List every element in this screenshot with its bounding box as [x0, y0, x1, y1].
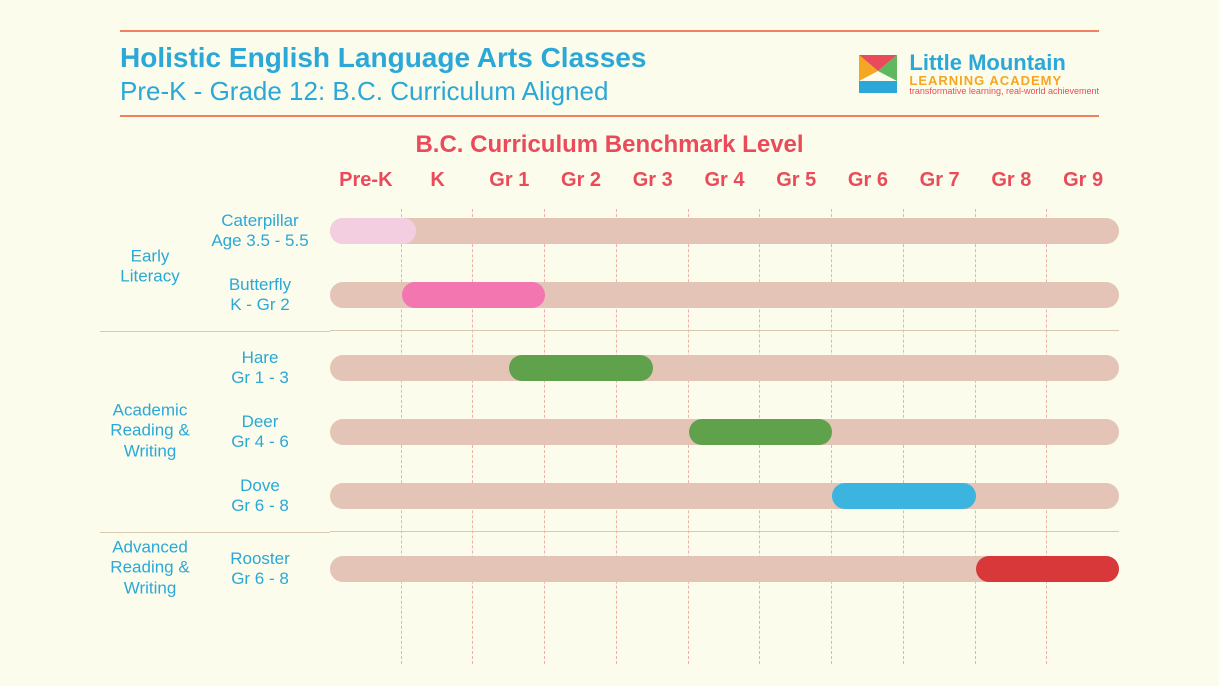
- row-name: Deer: [200, 412, 320, 432]
- page-title: Holistic English Language Arts Classes: [120, 40, 646, 75]
- axis-tick: Gr 7: [904, 169, 976, 192]
- row-sub: Gr 6 - 8: [200, 496, 320, 516]
- row-sub: Gr 4 - 6: [200, 432, 320, 452]
- row-sub: Gr 1 - 3: [200, 368, 320, 388]
- logo-mark-icon: [855, 51, 901, 97]
- row-track: [330, 419, 1119, 445]
- row-bar: [402, 282, 545, 308]
- chart-row: CaterpillarAge 3.5 - 5.5: [330, 204, 1119, 258]
- row-name: Hare: [200, 348, 320, 368]
- chart-row: DeerGr 4 - 6: [330, 405, 1119, 459]
- row-track: [330, 556, 1119, 582]
- chart-row: ButterflyK - Gr 2: [330, 268, 1119, 322]
- row-bar: [689, 419, 832, 445]
- axis-tick: Gr 9: [1047, 169, 1119, 192]
- row-track: [330, 355, 1119, 381]
- logo-brand: Little Mountain: [909, 52, 1099, 74]
- row-track: [330, 282, 1119, 308]
- logo-text: Little Mountain LEARNING ACADEMY transfo…: [909, 52, 1099, 96]
- chart-title: B.C. Curriculum Benchmark Level: [100, 131, 1119, 159]
- row-name: Dove: [200, 476, 320, 496]
- logo-tagline: transformative learning, real-world achi…: [909, 87, 1099, 96]
- axis-tick: Gr 5: [760, 169, 832, 192]
- header-bottom-rule: [120, 115, 1099, 117]
- top-rule: [120, 30, 1099, 32]
- row-name: Rooster: [200, 549, 320, 569]
- group-label: Academic Reading & Writing: [100, 400, 200, 461]
- axis-tick: K: [402, 169, 474, 192]
- group-label: Advanced Reading & Writing: [100, 537, 200, 598]
- axis-tick: Gr 1: [473, 169, 545, 192]
- group-label: Early Literacy: [100, 246, 200, 287]
- page-subtitle: Pre-K - Grade 12: B.C. Curriculum Aligne…: [120, 75, 646, 109]
- row-bar: [330, 218, 416, 244]
- chart-row: HareGr 1 - 3: [330, 341, 1119, 395]
- axis-tick: Gr 6: [832, 169, 904, 192]
- gantt-chart: Pre-KKGr 1Gr 2Gr 3Gr 4Gr 5Gr 6Gr 7Gr 8Gr…: [100, 169, 1119, 604]
- row-track: [330, 218, 1119, 244]
- chart-group: Early LiteracyCaterpillarAge 3.5 - 5.5Bu…: [330, 204, 1119, 330]
- axis-tick: Pre-K: [330, 169, 402, 192]
- brand-logo: Little Mountain LEARNING ACADEMY transfo…: [855, 51, 1099, 97]
- row-sub: Gr 6 - 8: [200, 569, 320, 589]
- axis-tick: Gr 8: [976, 169, 1048, 192]
- x-axis: Pre-KKGr 1Gr 2Gr 3Gr 4Gr 5Gr 6Gr 7Gr 8Gr…: [330, 169, 1119, 192]
- row-sub: Age 3.5 - 5.5: [200, 231, 320, 251]
- row-sub: K - Gr 2: [200, 295, 320, 315]
- row-bar: [509, 355, 652, 381]
- chart-group: Academic Reading & WritingHareGr 1 - 3De…: [330, 330, 1119, 531]
- row-track: [330, 483, 1119, 509]
- axis-tick: Gr 2: [545, 169, 617, 192]
- chart-group: Advanced Reading & WritingRoosterGr 6 - …: [330, 531, 1119, 604]
- chart-row: RoosterGr 6 - 8: [330, 542, 1119, 596]
- axis-tick: Gr 3: [617, 169, 689, 192]
- row-name: Caterpillar: [200, 211, 320, 231]
- axis-tick: Gr 4: [689, 169, 761, 192]
- header: Holistic English Language Arts Classes P…: [100, 40, 1119, 115]
- row-bar: [832, 483, 975, 509]
- row-bar: [976, 556, 1119, 582]
- header-titles: Holistic English Language Arts Classes P…: [120, 40, 646, 109]
- row-name: Butterfly: [200, 275, 320, 295]
- chart-row: DoveGr 6 - 8: [330, 469, 1119, 523]
